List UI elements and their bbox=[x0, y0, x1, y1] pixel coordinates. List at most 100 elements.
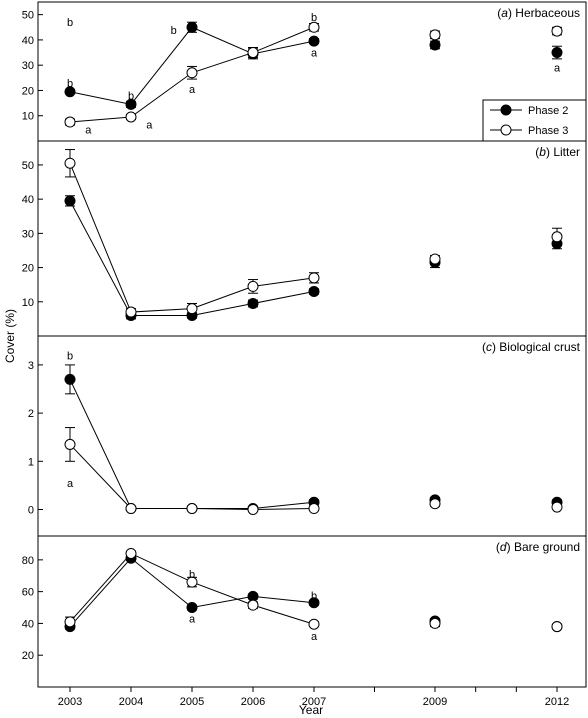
data-point-phase-3 bbox=[308, 503, 320, 515]
data-point-phase-2 bbox=[551, 47, 563, 59]
significance-letter: b bbox=[189, 569, 195, 581]
data-point-phase-3 bbox=[429, 617, 441, 629]
y-tick-label: 40 bbox=[22, 194, 34, 206]
x-tick-label: 2004 bbox=[119, 696, 143, 708]
legend-label: Phase 2 bbox=[528, 105, 568, 117]
legend-box bbox=[482, 99, 587, 142]
data-point-phase-3 bbox=[125, 306, 137, 318]
data-point-phase-3 bbox=[125, 547, 137, 559]
panel-frame bbox=[37, 140, 587, 337]
legend: Phase 2 Phase 3 bbox=[482, 99, 587, 142]
x-axis-title: Year bbox=[299, 703, 323, 717]
data-point-phase-2 bbox=[64, 86, 76, 98]
data-point-phase-3 bbox=[308, 21, 320, 33]
y-tick-label: 20 bbox=[22, 650, 34, 662]
data-point-phase-3 bbox=[308, 618, 320, 630]
legend-marker-phase-3 bbox=[500, 124, 512, 136]
series-line-phase-3 bbox=[69, 163, 315, 313]
significance-letter: b bbox=[311, 591, 317, 603]
data-point-phase-3 bbox=[551, 231, 563, 243]
significance-letter: b bbox=[67, 17, 73, 29]
y-tick-label: 2 bbox=[28, 408, 34, 420]
data-point-phase-3 bbox=[308, 272, 320, 284]
data-point-phase-3 bbox=[64, 438, 76, 450]
y-tick-label: 1 bbox=[28, 456, 34, 468]
data-point-phase-3 bbox=[64, 116, 76, 128]
data-point-phase-3 bbox=[64, 157, 76, 169]
significance-letter: b bbox=[67, 350, 73, 362]
x-tick-label: 2012 bbox=[545, 696, 569, 708]
panel-title: (c) Biological crust bbox=[482, 340, 581, 354]
series-line-phase-3 bbox=[69, 444, 315, 510]
y-tick-label: 30 bbox=[22, 60, 34, 72]
series-line-phase-2 bbox=[69, 200, 315, 316]
y-tick-label: 40 bbox=[22, 35, 34, 47]
y-tick-label: 20 bbox=[22, 263, 34, 275]
significance-letter: a bbox=[67, 478, 74, 490]
panel-title: (b) Litter bbox=[535, 145, 580, 159]
data-point-phase-3 bbox=[64, 616, 76, 628]
x-tick-label: 2003 bbox=[58, 696, 82, 708]
y-tick-label: 30 bbox=[22, 228, 34, 240]
x-tick-label: 2006 bbox=[241, 696, 265, 708]
data-point-phase-3 bbox=[551, 621, 563, 633]
panel-a: 10 20 30 40 50 (a) Herbaceous b a b a b a b a b a bbox=[22, 1, 587, 142]
data-point-phase-2 bbox=[308, 597, 320, 609]
significance-letter: a bbox=[189, 84, 196, 96]
data-point-phase-3 bbox=[186, 503, 198, 515]
data-point-phase-3 bbox=[247, 280, 259, 292]
panel-title: (d) Bare ground bbox=[496, 540, 580, 554]
significance-letter: a bbox=[146, 120, 153, 132]
data-point-phase-2 bbox=[308, 286, 320, 298]
y-tick-label: 10 bbox=[22, 111, 34, 123]
data-point-phase-3 bbox=[429, 253, 441, 265]
data-point-phase-3 bbox=[186, 303, 198, 315]
data-point-phase-2 bbox=[247, 298, 259, 309]
y-tick-label: 40 bbox=[22, 618, 34, 630]
y-tick-label: 50 bbox=[22, 10, 34, 22]
data-point-phase-3 bbox=[186, 67, 198, 79]
significance-letter: b bbox=[67, 78, 73, 90]
panel-c: 0 1 2 3 (c) Biological crust b a bbox=[28, 335, 587, 537]
y-tick-label: 10 bbox=[22, 297, 34, 309]
significance-letter: a bbox=[554, 63, 561, 75]
y-axis-title: Cover (%) bbox=[3, 309, 17, 363]
data-point-phase-2 bbox=[308, 35, 320, 47]
panel-frame bbox=[37, 535, 587, 688]
panel-d: 20 40 60 80 (d) Bare ground b a b a bbox=[22, 535, 587, 688]
significance-letter: b bbox=[128, 91, 134, 103]
significance-letter: a bbox=[311, 631, 318, 643]
legend-label: Phase 3 bbox=[528, 125, 568, 137]
y-tick-label: 60 bbox=[22, 587, 34, 599]
significance-letter: a bbox=[189, 614, 196, 626]
series-line-phase-2 bbox=[69, 379, 315, 510]
y-tick-label: 0 bbox=[28, 504, 34, 516]
data-point-phase-2 bbox=[186, 602, 198, 614]
y-tick-label: 80 bbox=[22, 555, 34, 567]
legend-marker-phase-2 bbox=[500, 104, 512, 116]
data-point-phase-2 bbox=[186, 21, 198, 33]
data-point-phase-2 bbox=[64, 373, 76, 385]
data-point-phase-3 bbox=[125, 111, 137, 123]
data-point-phase-2 bbox=[64, 195, 76, 207]
x-tick-label: 2009 bbox=[423, 696, 447, 708]
data-point-phase-3 bbox=[247, 47, 259, 59]
data-point-phase-3 bbox=[551, 501, 563, 513]
x-tick-label: 2007 bbox=[302, 696, 326, 708]
y-tick-label: 20 bbox=[22, 85, 34, 97]
data-point-phase-2 bbox=[429, 39, 441, 51]
data-point-phase-3 bbox=[247, 599, 259, 611]
significance-letter: a bbox=[311, 48, 318, 60]
data-point-phase-3 bbox=[247, 503, 259, 515]
data-point-phase-3 bbox=[551, 25, 563, 37]
panel-title: (a) Herbaceous bbox=[497, 6, 580, 20]
significance-letter: a bbox=[85, 125, 92, 137]
data-point-phase-3 bbox=[429, 498, 441, 510]
data-point-phase-3 bbox=[186, 576, 198, 588]
significance-letter: b bbox=[171, 25, 177, 37]
significance-letter: b bbox=[311, 12, 317, 24]
x-tick-label: 2005 bbox=[180, 696, 204, 708]
data-point-phase-3 bbox=[429, 29, 441, 41]
y-tick-label: 50 bbox=[22, 160, 34, 172]
